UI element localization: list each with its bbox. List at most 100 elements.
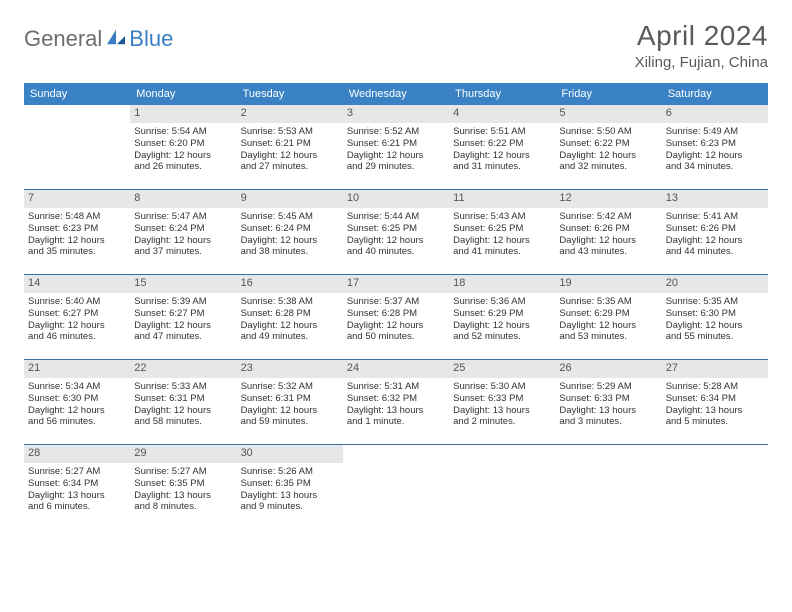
day-info-line: Sunset: 6:31 PM <box>241 393 339 405</box>
day-number: 7 <box>24 190 130 208</box>
day-info-line: and 58 minutes. <box>134 416 232 428</box>
title-block: April 2024 Xiling, Fujian, China <box>635 20 768 71</box>
day-number: 28 <box>24 445 130 463</box>
day-info-line: Sunset: 6:25 PM <box>347 223 445 235</box>
brand-sail-icon <box>105 28 127 46</box>
day-info-line: Daylight: 12 hours <box>453 150 551 162</box>
day-info-line: Sunrise: 5:30 AM <box>453 381 551 393</box>
day-info-line: Sunrise: 5:53 AM <box>241 126 339 138</box>
day-cell: 12Sunrise: 5:42 AMSunset: 6:26 PMDayligh… <box>555 190 661 274</box>
day-number: 13 <box>662 190 768 208</box>
day-cell: 13Sunrise: 5:41 AMSunset: 6:26 PMDayligh… <box>662 190 768 274</box>
day-info-line: Daylight: 12 hours <box>28 235 126 247</box>
day-number: 12 <box>555 190 661 208</box>
day-number: 16 <box>237 275 343 293</box>
day-cell <box>343 445 449 529</box>
day-info-line: Daylight: 12 hours <box>559 320 657 332</box>
day-number: 26 <box>555 360 661 378</box>
day-cell: 8Sunrise: 5:47 AMSunset: 6:24 PMDaylight… <box>130 190 236 274</box>
day-info-line: Sunrise: 5:41 AM <box>666 211 764 223</box>
day-cell: 27Sunrise: 5:28 AMSunset: 6:34 PMDayligh… <box>662 360 768 444</box>
day-info-line: and 52 minutes. <box>453 331 551 343</box>
day-info-line: Sunrise: 5:42 AM <box>559 211 657 223</box>
day-cell: 18Sunrise: 5:36 AMSunset: 6:29 PMDayligh… <box>449 275 555 359</box>
day-info-line: Sunset: 6:23 PM <box>28 223 126 235</box>
day-info-line: Sunset: 6:27 PM <box>28 308 126 320</box>
week-row: 1Sunrise: 5:54 AMSunset: 6:20 PMDaylight… <box>24 105 768 190</box>
day-info-line: Sunset: 6:28 PM <box>347 308 445 320</box>
day-info-line: and 29 minutes. <box>347 161 445 173</box>
weeks-container: 1Sunrise: 5:54 AMSunset: 6:20 PMDaylight… <box>24 105 768 529</box>
day-cell: 4Sunrise: 5:51 AMSunset: 6:22 PMDaylight… <box>449 105 555 189</box>
day-cell: 9Sunrise: 5:45 AMSunset: 6:24 PMDaylight… <box>237 190 343 274</box>
day-number: 3 <box>343 105 449 123</box>
day-number: 21 <box>24 360 130 378</box>
day-info-line: and 56 minutes. <box>28 416 126 428</box>
day-info-line: Sunset: 6:20 PM <box>134 138 232 150</box>
day-number: 10 <box>343 190 449 208</box>
day-cell: 6Sunrise: 5:49 AMSunset: 6:23 PMDaylight… <box>662 105 768 189</box>
day-number: 19 <box>555 275 661 293</box>
day-info-line: and 49 minutes. <box>241 331 339 343</box>
day-info-line: Sunset: 6:26 PM <box>666 223 764 235</box>
week-row: 7Sunrise: 5:48 AMSunset: 6:23 PMDaylight… <box>24 190 768 275</box>
day-number: 4 <box>449 105 555 123</box>
day-info-line: Sunset: 6:21 PM <box>347 138 445 150</box>
day-info-line: Daylight: 12 hours <box>28 320 126 332</box>
brand-text-2: Blue <box>129 26 173 52</box>
day-info-line: Sunrise: 5:36 AM <box>453 296 551 308</box>
day-cell <box>555 445 661 529</box>
day-info-line: Sunset: 6:22 PM <box>559 138 657 150</box>
day-info-line: Sunrise: 5:32 AM <box>241 381 339 393</box>
day-cell: 20Sunrise: 5:35 AMSunset: 6:30 PMDayligh… <box>662 275 768 359</box>
day-cell: 10Sunrise: 5:44 AMSunset: 6:25 PMDayligh… <box>343 190 449 274</box>
empty-day <box>24 105 130 123</box>
day-cell: 29Sunrise: 5:27 AMSunset: 6:35 PMDayligh… <box>130 445 236 529</box>
day-info-line: Daylight: 12 hours <box>134 320 232 332</box>
day-of-week-header: SundayMondayTuesdayWednesdayThursdayFrid… <box>24 83 768 105</box>
day-info-line: Daylight: 13 hours <box>666 405 764 417</box>
day-info-line: Sunrise: 5:27 AM <box>134 466 232 478</box>
day-number: 11 <box>449 190 555 208</box>
page-header: General Blue April 2024 Xiling, Fujian, … <box>24 20 768 71</box>
day-info-line: Daylight: 12 hours <box>134 150 232 162</box>
day-info-line: and 8 minutes. <box>134 501 232 513</box>
calendar-grid: SundayMondayTuesdayWednesdayThursdayFrid… <box>24 83 768 529</box>
day-number: 18 <box>449 275 555 293</box>
day-cell <box>24 105 130 189</box>
brand-logo: General Blue <box>24 26 173 52</box>
day-info-line: Sunset: 6:35 PM <box>241 478 339 490</box>
day-cell: 21Sunrise: 5:34 AMSunset: 6:30 PMDayligh… <box>24 360 130 444</box>
day-info-line: Sunrise: 5:37 AM <box>347 296 445 308</box>
day-info-line: and 31 minutes. <box>453 161 551 173</box>
day-info-line: Sunrise: 5:27 AM <box>28 466 126 478</box>
day-info-line: Daylight: 12 hours <box>347 235 445 247</box>
day-cell <box>449 445 555 529</box>
day-info-line: Daylight: 13 hours <box>28 490 126 502</box>
day-cell: 16Sunrise: 5:38 AMSunset: 6:28 PMDayligh… <box>237 275 343 359</box>
day-cell: 1Sunrise: 5:54 AMSunset: 6:20 PMDaylight… <box>130 105 236 189</box>
day-info-line: Sunset: 6:30 PM <box>666 308 764 320</box>
day-cell: 30Sunrise: 5:26 AMSunset: 6:35 PMDayligh… <box>237 445 343 529</box>
day-info-line: Sunset: 6:27 PM <box>134 308 232 320</box>
dow-cell: Wednesday <box>343 83 449 105</box>
day-cell: 2Sunrise: 5:53 AMSunset: 6:21 PMDaylight… <box>237 105 343 189</box>
day-info-line: Daylight: 12 hours <box>241 235 339 247</box>
dow-cell: Friday <box>555 83 661 105</box>
day-number: 23 <box>237 360 343 378</box>
day-info-line: and 9 minutes. <box>241 501 339 513</box>
day-cell: 19Sunrise: 5:35 AMSunset: 6:29 PMDayligh… <box>555 275 661 359</box>
day-info-line: Sunset: 6:30 PM <box>28 393 126 405</box>
day-cell: 14Sunrise: 5:40 AMSunset: 6:27 PMDayligh… <box>24 275 130 359</box>
brand-text-1: General <box>24 26 102 52</box>
dow-cell: Sunday <box>24 83 130 105</box>
day-info-line: Sunrise: 5:47 AM <box>134 211 232 223</box>
day-info-line: Sunrise: 5:49 AM <box>666 126 764 138</box>
day-info-line: Sunset: 6:32 PM <box>347 393 445 405</box>
day-number: 30 <box>237 445 343 463</box>
day-number: 9 <box>237 190 343 208</box>
day-info-line: Daylight: 12 hours <box>666 150 764 162</box>
day-info-line: and 27 minutes. <box>241 161 339 173</box>
day-info-line: Sunrise: 5:40 AM <box>28 296 126 308</box>
day-cell: 24Sunrise: 5:31 AMSunset: 6:32 PMDayligh… <box>343 360 449 444</box>
